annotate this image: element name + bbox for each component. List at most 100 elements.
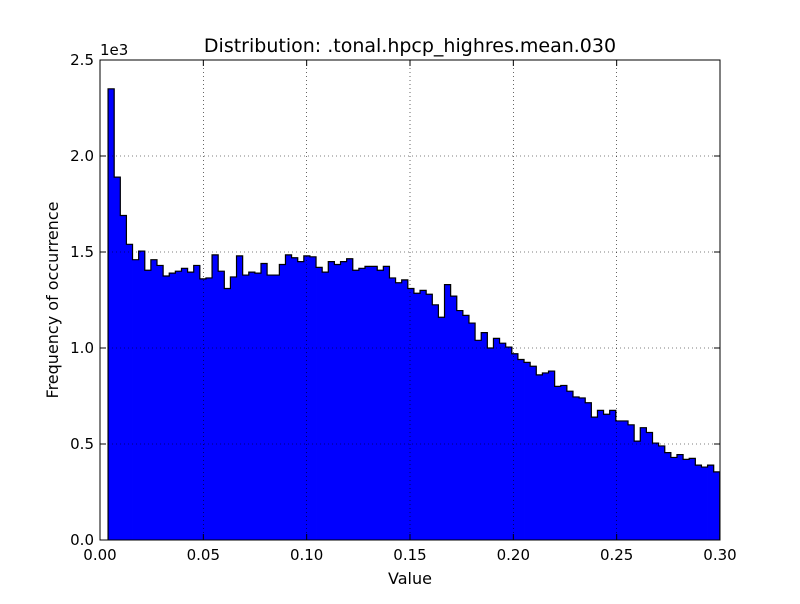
histogram-bar: [322, 272, 329, 540]
histogram-bar: [615, 420, 623, 540]
histogram-bar: [609, 410, 617, 540]
histogram-bar: [157, 265, 164, 540]
histogram-bar: [407, 288, 415, 540]
histogram-bar: [230, 276, 237, 540]
histogram-bar: [621, 420, 629, 540]
labels-layer: 0.00 0.05 0.10 0.15 0.20 0.25 0.30 0.0 0.5 1.0 1.5…: [70, 51, 737, 564]
histogram-bar: [585, 402, 592, 540]
histogram-bar: [591, 417, 598, 540]
bars-layer: [107, 88, 721, 541]
histogram-bar: [658, 445, 666, 540]
histogram-bar: [175, 271, 182, 540]
histogram-bar: [670, 457, 678, 540]
histogram-bar: [395, 282, 403, 540]
histogram-bar: [701, 467, 708, 540]
histogram-bar: [554, 386, 562, 540]
histogram-bar: [358, 268, 366, 540]
histogram-bar: [707, 465, 715, 540]
histogram-bar: [517, 359, 525, 540]
histogram-bar: [120, 215, 127, 540]
histogram-bar: [689, 458, 696, 540]
histogram-bar: [481, 332, 488, 540]
histogram-bar: [493, 338, 500, 540]
histogram-bar: [505, 347, 513, 540]
histogram-bar: [260, 263, 268, 540]
chart-title: Distribution: .tonal.hpcp_highres.mean.0…: [204, 35, 616, 57]
histogram-bar: [499, 343, 507, 540]
histogram-bar: [634, 441, 641, 540]
histogram-bar: [413, 293, 421, 540]
histogram-bar: [254, 273, 262, 540]
y-tick-label: 0.5: [70, 435, 94, 453]
histogram-bar: [676, 454, 684, 540]
histogram-bar: [199, 278, 207, 540]
x-tick-label: 0.10: [290, 546, 323, 564]
histogram-bar: [401, 279, 409, 540]
histogram-bar: [377, 270, 384, 540]
histogram-bar: [432, 304, 439, 540]
histogram-bar: [212, 254, 219, 540]
histogram-bar: [597, 410, 604, 540]
histogram-bar: [285, 254, 292, 540]
histogram-bar: [468, 323, 476, 540]
histogram-bar: [169, 273, 176, 540]
histogram-bar: [713, 471, 721, 540]
histogram-bar: [530, 366, 537, 540]
ticks-layer: [99, 59, 721, 541]
histogram-bar: [150, 259, 158, 540]
y-tick-label: 2.5: [70, 51, 94, 69]
histogram-bar: [683, 459, 690, 540]
histogram-bar: [579, 397, 586, 540]
x-axis-label: Value: [388, 569, 432, 588]
histogram-bar: [542, 372, 549, 540]
histogram-bar: [346, 258, 354, 540]
histogram-bar: [420, 290, 427, 540]
histogram-bar: [291, 257, 299, 540]
histogram-bar: [628, 424, 635, 540]
histogram-bar: [132, 259, 140, 540]
histogram-bar: [193, 265, 201, 540]
histogram-bar: [438, 317, 445, 540]
histogram-bar: [138, 251, 146, 541]
histogram-bar: [371, 266, 378, 540]
histogram-bar: [389, 277, 396, 540]
histogram-bar: [340, 261, 348, 540]
histogram-bar: [548, 371, 556, 540]
histogram-bar: [572, 396, 580, 540]
histogram-bar: [456, 310, 464, 540]
y-tick-label: 1.5: [70, 243, 94, 261]
histogram-bar: [273, 275, 280, 540]
histogram-bar: [187, 272, 195, 540]
histogram-bar: [108, 88, 115, 541]
histogram-bar: [297, 261, 305, 540]
x-tick-label: 0.20: [497, 546, 530, 564]
histogram-bar: [646, 432, 653, 540]
histogram-bar: [267, 275, 274, 540]
histogram-bar: [487, 348, 494, 540]
histogram-bar: [328, 261, 335, 540]
grid-layer: [100, 60, 720, 540]
histogram-bar: [352, 270, 360, 540]
x-tick-label: 0.25: [600, 546, 633, 564]
histogram-bar: [181, 268, 188, 540]
histogram-bar: [511, 353, 519, 540]
histogram-bar: [566, 391, 574, 540]
histogram-outline: [107, 88, 721, 540]
histogram-bar: [364, 266, 372, 540]
histogram-bar: [383, 266, 390, 540]
histogram-bar: [475, 340, 482, 540]
histogram-bar: [462, 315, 470, 540]
histogram-bar: [205, 277, 213, 540]
histogram-bar: [334, 264, 341, 540]
histogram-bar: [114, 177, 121, 540]
y-axis-label: Frequency of occurrence: [43, 202, 62, 399]
histogram-bar: [603, 414, 611, 540]
histogram-bar: [640, 427, 647, 540]
histogram-bar: [536, 374, 543, 540]
histogram-bar: [426, 294, 433, 540]
histogram-bar: [218, 271, 225, 540]
y-offset-label: 1e3: [100, 41, 128, 59]
histogram-bar: [695, 465, 702, 540]
